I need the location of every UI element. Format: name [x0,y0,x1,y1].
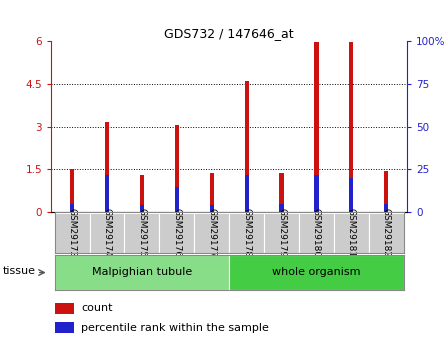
Bar [210,173,214,212]
Bar [279,173,283,212]
Bar [55,213,89,253]
Bar [279,204,283,212]
Bar [194,213,229,253]
Bar [314,42,319,212]
Bar [299,213,334,253]
Bar [140,175,144,212]
Text: tissue: tissue [3,266,36,276]
Bar [245,81,249,212]
Bar [229,255,404,290]
Bar [369,213,404,253]
Text: GSM29176: GSM29176 [172,208,181,257]
Bar [70,204,74,212]
Bar [349,178,353,212]
Bar [175,187,179,212]
Bar [55,255,229,290]
Title: GDS732 / 147646_at: GDS732 / 147646_at [164,27,294,40]
Text: GSM29177: GSM29177 [207,208,216,257]
Bar [125,213,159,253]
Bar [334,213,369,253]
Bar [314,175,319,212]
Bar [229,213,264,253]
Bar [140,205,144,212]
Bar [264,213,299,253]
Bar [105,175,109,212]
Bar [384,204,388,212]
Text: GSM29179: GSM29179 [277,208,286,257]
Text: Malpighian tubule: Malpighian tubule [92,267,192,277]
Text: whole organism: whole organism [272,267,361,277]
Text: count: count [81,303,113,313]
Bar [384,171,388,212]
Text: GSM29173: GSM29173 [68,208,77,257]
Bar [55,322,74,334]
Text: GSM29174: GSM29174 [102,208,112,257]
Bar [210,205,214,212]
Text: GSM29182: GSM29182 [382,208,391,257]
Text: percentile rank within the sample: percentile rank within the sample [81,323,269,333]
Bar [55,303,74,314]
Text: GSM29175: GSM29175 [138,208,146,257]
Bar [105,122,109,212]
Text: GSM29180: GSM29180 [312,208,321,257]
Text: GSM29178: GSM29178 [242,208,251,257]
Bar [89,213,125,253]
Bar [349,42,353,212]
Bar [70,169,74,212]
Bar [245,175,249,212]
Text: GSM29181: GSM29181 [347,208,356,257]
Bar [175,125,179,212]
Bar [159,213,194,253]
